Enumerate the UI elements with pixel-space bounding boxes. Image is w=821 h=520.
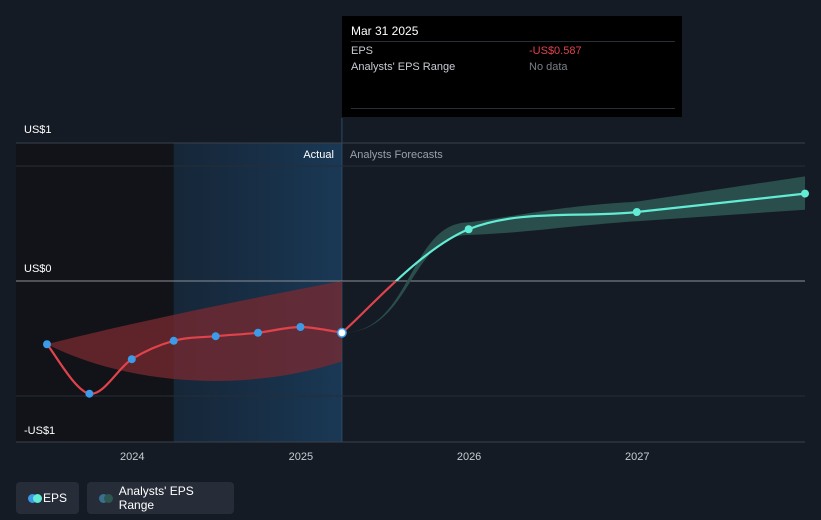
eps-actual-point bbox=[43, 340, 51, 349]
eps-actual-point bbox=[85, 389, 94, 398]
tooltip-range-value: No data bbox=[529, 61, 568, 73]
actual-region-label: Actual bbox=[303, 149, 334, 161]
x-tick-label: 2027 bbox=[625, 451, 649, 463]
eps-forecast-point bbox=[464, 225, 473, 234]
eps-actual-point bbox=[254, 328, 263, 337]
chart-background bbox=[16, 118, 343, 442]
tooltip-range-row: Analysts' EPS Range No data bbox=[351, 58, 675, 76]
eps-actual-point bbox=[211, 332, 220, 341]
legend-range-label: Analysts' EPS Range bbox=[118, 484, 194, 512]
chart-points bbox=[43, 189, 809, 398]
y-tick-label: -US$1 bbox=[24, 425, 55, 437]
x-tick-label: 2026 bbox=[457, 451, 481, 463]
forecast-region-label: Analysts Forecasts bbox=[350, 149, 443, 161]
eps-point-current bbox=[336, 327, 347, 338]
tooltip-divider bbox=[351, 108, 675, 109]
tooltip-eps-row: EPS -US$0.587 bbox=[351, 41, 675, 60]
y-tick-label: US$0 bbox=[24, 263, 52, 275]
chart-bands bbox=[47, 176, 805, 381]
actual-eps-range-band bbox=[47, 281, 342, 381]
eps-forecast-line bbox=[394, 192, 806, 281]
tooltip-eps-value: -US$0.587 bbox=[529, 45, 582, 57]
eps-forecast-point bbox=[801, 189, 809, 198]
tooltip-range-label: Analysts' EPS Range bbox=[351, 61, 456, 73]
chart-labels: US$1 US$0 -US$1 2024 2025 2026 2027 Actual Analy… bbox=[24, 124, 650, 463]
forecast-eps-range-band bbox=[341, 176, 805, 333]
eps-actual-point bbox=[296, 323, 305, 331]
legend-eps-button[interactable]: EPS bbox=[16, 482, 79, 514]
y-tick-label: US$1 bbox=[24, 124, 52, 136]
range-legend-icon bbox=[99, 493, 113, 503]
eps-forecast-point bbox=[632, 208, 641, 216]
tooltip-date: Mar 31 2025 bbox=[351, 24, 419, 38]
eps-actual-point bbox=[127, 355, 136, 364]
eps-legend-icon bbox=[28, 493, 42, 503]
legend-eps-label: EPS bbox=[42, 491, 67, 505]
x-tick-label: 2025 bbox=[289, 451, 313, 463]
past-shade bbox=[16, 143, 174, 442]
eps-actual-point bbox=[169, 336, 178, 345]
x-tick-label: 2024 bbox=[120, 451, 144, 463]
legend-range-button[interactable]: Analysts' EPS Range bbox=[87, 482, 234, 514]
eps-tooltip: Mar 31 2025 EPS -US$0.587 Analysts' EPS … bbox=[342, 16, 682, 117]
chart-gridlines bbox=[16, 142, 805, 443]
tooltip-eps-label: EPS bbox=[351, 45, 374, 57]
